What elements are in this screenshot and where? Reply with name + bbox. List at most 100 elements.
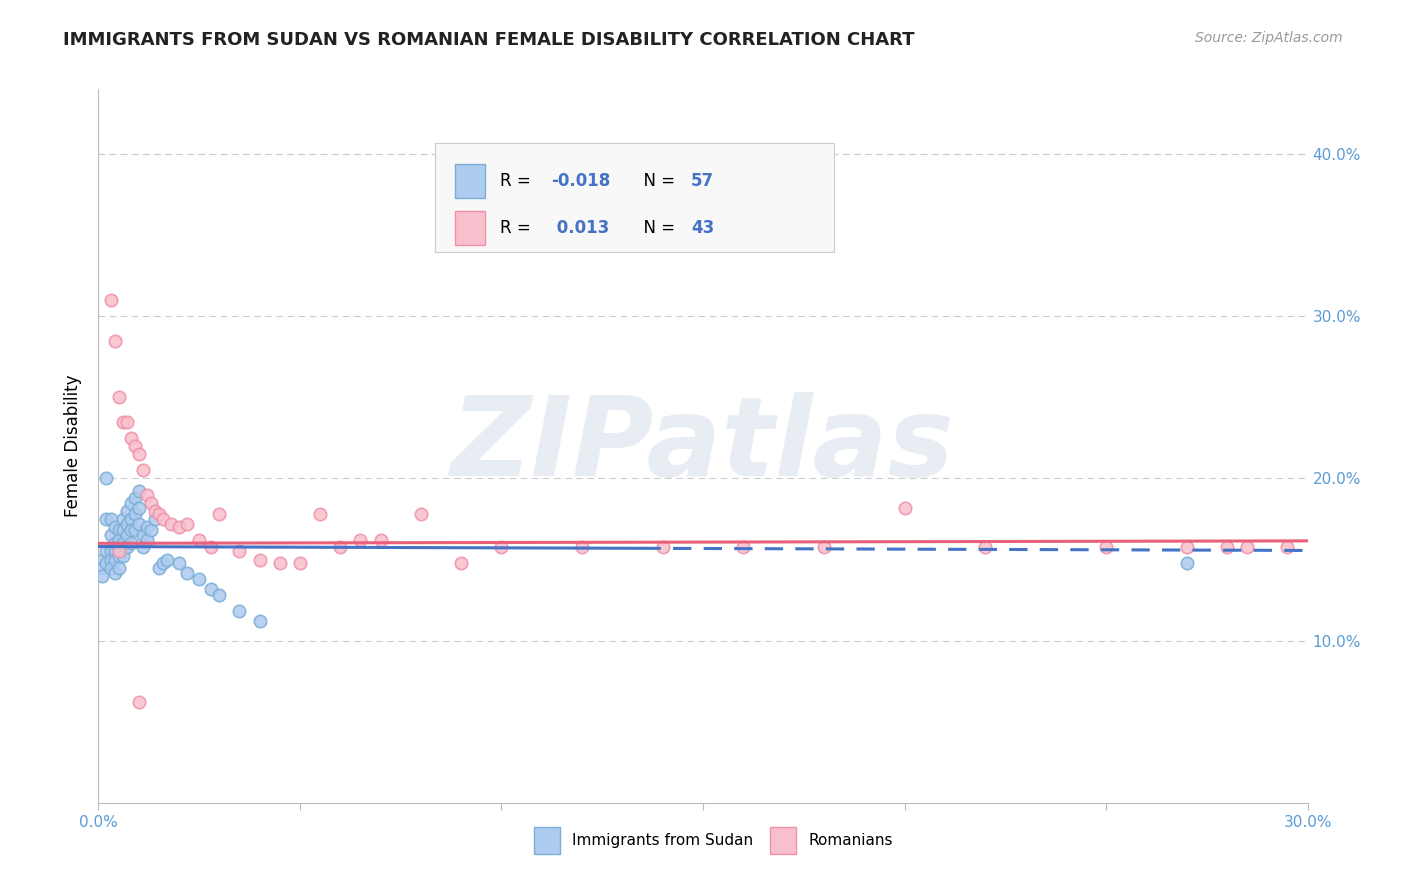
Point [107, 544, 129, 558]
Point [91, 568, 114, 582]
Point [188, 572, 211, 586]
Point [96, 544, 118, 558]
Point [152, 512, 174, 526]
FancyBboxPatch shape [434, 143, 834, 252]
Point [1236, 540, 1258, 554]
Point [249, 614, 271, 628]
Text: ZIPatlas: ZIPatlas [451, 392, 955, 500]
Point [96, 556, 118, 570]
Point [103, 552, 125, 566]
Point [208, 507, 231, 521]
Point [96, 512, 118, 526]
Point [309, 507, 332, 521]
Point [651, 540, 673, 554]
Point [111, 536, 134, 550]
Point [107, 549, 129, 564]
Point [132, 463, 155, 477]
Text: 0.013: 0.013 [551, 219, 609, 236]
Point [329, 540, 352, 554]
Point [120, 512, 142, 526]
Text: Source: ZipAtlas.com: Source: ZipAtlas.com [1195, 31, 1343, 45]
Point [128, 516, 150, 531]
Point [100, 512, 122, 526]
Text: 43: 43 [690, 219, 714, 236]
Point [103, 334, 125, 348]
Point [100, 544, 122, 558]
Point [111, 524, 134, 538]
Point [100, 528, 122, 542]
Point [409, 507, 432, 521]
Point [120, 431, 142, 445]
Text: R =: R = [501, 172, 536, 190]
Point [143, 504, 166, 518]
Point [370, 533, 392, 547]
Point [120, 536, 142, 550]
Point [228, 604, 250, 618]
Point [249, 552, 271, 566]
Point [288, 556, 311, 570]
Point [115, 540, 138, 554]
Text: Romanians: Romanians [808, 833, 893, 848]
Point [148, 560, 170, 574]
Point [128, 695, 150, 709]
Point [167, 556, 190, 570]
Point [100, 552, 122, 566]
Point [139, 496, 162, 510]
Point [107, 540, 129, 554]
Point [124, 507, 146, 521]
Point [111, 512, 134, 526]
Point [135, 533, 157, 547]
Text: R =: R = [501, 219, 536, 236]
Point [200, 582, 222, 596]
Point [974, 540, 997, 554]
Point [176, 516, 198, 531]
Text: N =: N = [633, 172, 681, 190]
Point [96, 471, 118, 485]
Y-axis label: Female Disability: Female Disability [65, 375, 83, 517]
Bar [534, 827, 561, 855]
Point [1216, 540, 1239, 554]
Point [733, 540, 755, 554]
Point [1175, 556, 1198, 570]
Point [152, 556, 174, 570]
Point [91, 560, 114, 574]
Point [1095, 540, 1118, 554]
Point [103, 544, 125, 558]
Point [132, 528, 155, 542]
Point [120, 496, 142, 510]
Bar [769, 827, 796, 855]
Point [128, 484, 150, 499]
Point [107, 390, 129, 404]
Point [103, 536, 125, 550]
Point [111, 415, 134, 429]
Point [208, 588, 231, 602]
Bar [456, 164, 485, 198]
Point [103, 566, 125, 580]
Point [115, 504, 138, 518]
Text: 57: 57 [690, 172, 714, 190]
Point [450, 556, 472, 570]
Point [1175, 540, 1198, 554]
Point [349, 533, 371, 547]
Point [893, 500, 915, 515]
Point [107, 524, 129, 538]
Point [156, 552, 179, 566]
Point [100, 293, 122, 307]
Point [491, 540, 513, 554]
Point [115, 528, 138, 542]
Point [167, 520, 190, 534]
Point [103, 520, 125, 534]
Point [139, 524, 162, 538]
Text: IMMIGRANTS FROM SUDAN VS ROMANIAN FEMALE DISABILITY CORRELATION CHART: IMMIGRANTS FROM SUDAN VS ROMANIAN FEMALE… [63, 31, 915, 49]
Point [148, 507, 170, 521]
Point [571, 540, 593, 554]
Point [128, 447, 150, 461]
Point [135, 488, 157, 502]
Point [100, 560, 122, 574]
Point [124, 491, 146, 505]
Text: -0.018: -0.018 [551, 172, 610, 190]
Point [107, 533, 129, 547]
Point [124, 439, 146, 453]
Point [107, 560, 129, 574]
Point [115, 516, 138, 531]
